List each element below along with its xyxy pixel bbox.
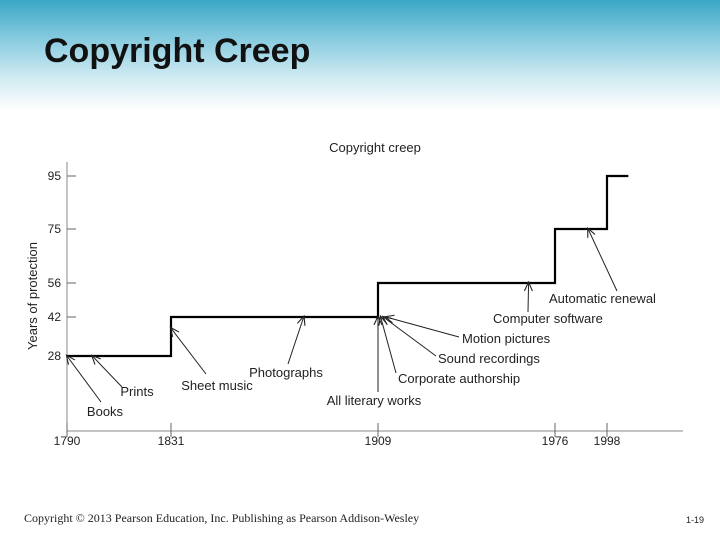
x-tick-label: 1831 <box>158 434 185 448</box>
copyright-creep-chart: Copyright creep Years of protection 28 42… <box>25 140 683 448</box>
y-axis-label: Years of protection <box>25 242 40 350</box>
y-tick-label: 95 <box>48 169 62 183</box>
x-tick-label: 1976 <box>542 434 569 448</box>
annotation-label: Automatic renewal <box>549 291 656 306</box>
annotation-label: Sound recordings <box>438 351 540 366</box>
footer-copyright: Copyright © 2013 Pearson Education, Inc.… <box>24 511 420 525</box>
y-tick-label: 56 <box>48 276 62 290</box>
annotation-arrow <box>386 317 460 338</box>
annotation-label: Corporate authorship <box>398 371 520 386</box>
chart-title: Copyright creep <box>329 140 421 155</box>
slide-title: Copyright Creep <box>44 32 311 70</box>
series-line <box>67 174 629 358</box>
annotation-label: Books <box>87 404 124 419</box>
annotation-arrow <box>588 229 618 292</box>
annotation-label: Prints <box>120 384 154 399</box>
annotation-label: Motion pictures <box>462 331 551 346</box>
annotation-label: Computer software <box>493 311 603 326</box>
annotation-arrow <box>287 317 304 365</box>
x-tick-label: 1790 <box>54 434 81 448</box>
annotation-label: Sheet music <box>181 378 253 393</box>
annotation-arrow <box>381 317 397 374</box>
annotation-arrow <box>383 317 437 357</box>
annotation-arrow <box>67 356 102 403</box>
page-number: 1-19 <box>686 515 705 525</box>
x-tick-label: 1998 <box>594 434 621 448</box>
y-tick-label: 28 <box>48 349 62 363</box>
annotation-arrow <box>171 328 207 375</box>
y-tick-label: 42 <box>48 310 62 324</box>
x-tick-label: 1909 <box>365 434 392 448</box>
y-tick-label: 75 <box>48 222 62 236</box>
annotation-label: All literary works <box>327 393 422 408</box>
annotation-label: Photographs <box>249 365 323 380</box>
header-band <box>0 0 720 110</box>
annotation-arrow <box>528 283 529 313</box>
annotation-arrow <box>92 356 123 388</box>
